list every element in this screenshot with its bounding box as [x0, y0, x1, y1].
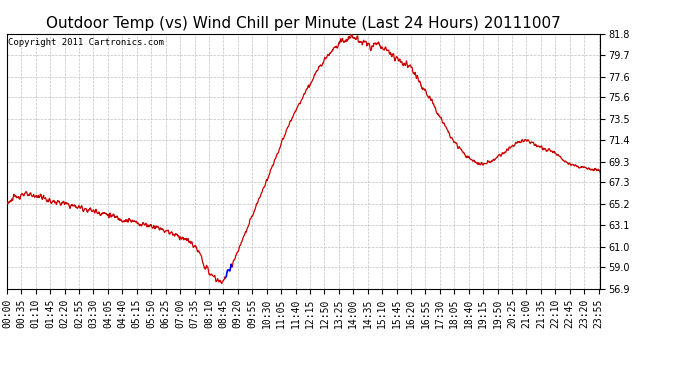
- Text: Copyright 2011 Cartronics.com: Copyright 2011 Cartronics.com: [8, 38, 164, 46]
- Title: Outdoor Temp (vs) Wind Chill per Minute (Last 24 Hours) 20111007: Outdoor Temp (vs) Wind Chill per Minute …: [46, 16, 561, 31]
